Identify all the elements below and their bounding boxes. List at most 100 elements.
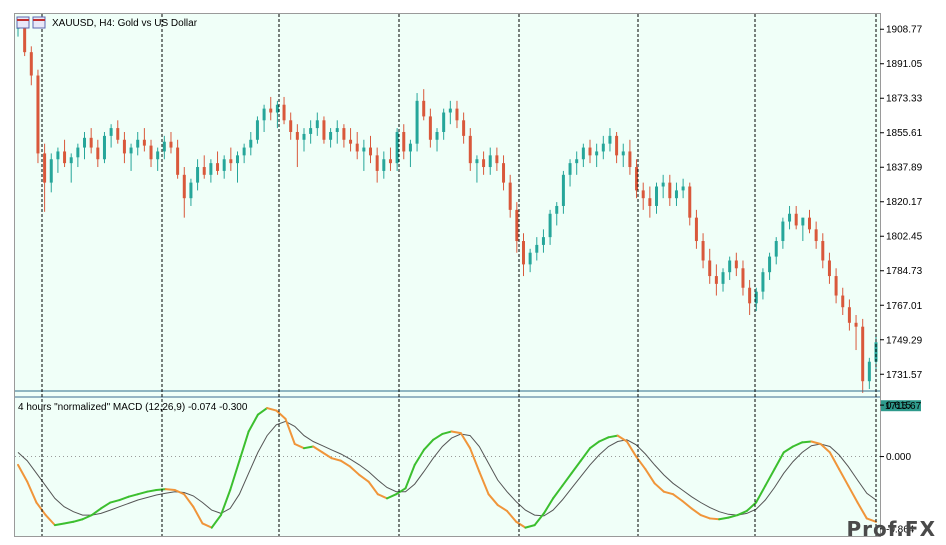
candle-body — [36, 75, 40, 154]
macd-line-segment — [358, 473, 370, 483]
macd-line-segment — [755, 484, 767, 504]
macd-line-segment — [330, 457, 342, 462]
candle — [109, 124, 113, 148]
candle-body — [275, 104, 279, 113]
candle — [648, 186, 652, 218]
candle-body — [615, 135, 619, 156]
candle-body — [734, 260, 738, 269]
price-tick-label: 1837.89 — [886, 163, 923, 174]
candle-body — [23, 24, 27, 53]
macd-line-segment — [727, 514, 739, 519]
candle-body — [748, 287, 752, 304]
candle-body — [601, 143, 605, 152]
macd-line-segment — [321, 451, 333, 460]
macd-line-segment — [515, 520, 527, 529]
candle-body — [488, 155, 492, 168]
macd-line-segment — [856, 501, 868, 520]
candle-body — [309, 128, 313, 134]
candle — [701, 233, 705, 269]
price-tick-label: 1820.17 — [886, 197, 923, 208]
candle-body — [116, 128, 120, 140]
candle — [83, 131, 87, 160]
macd-line-segment — [63, 520, 75, 525]
candle — [242, 143, 246, 164]
candle — [821, 233, 825, 269]
candle — [342, 124, 346, 148]
price-tick-label: 1784.73 — [886, 266, 923, 277]
candle-body — [568, 163, 572, 175]
macd-line-segment — [662, 490, 675, 496]
candle — [655, 182, 659, 214]
macd-line-segment — [810, 440, 822, 445]
price-panel — [15, 14, 880, 396]
candle — [156, 147, 160, 171]
candle — [847, 299, 851, 331]
macd-line-segment — [459, 432, 472, 450]
macd-line-segment — [681, 499, 693, 510]
candle-body — [834, 276, 838, 296]
candle — [588, 139, 592, 164]
candle — [442, 108, 446, 140]
chart-title: XAUUSD, H4: Gold vs US Dollar — [52, 18, 198, 29]
candle-body — [847, 307, 851, 323]
chart-properties-icon[interactable] — [16, 16, 30, 29]
candle-body — [216, 163, 220, 171]
candle — [402, 124, 406, 160]
candle-body — [422, 100, 426, 117]
candle-body — [668, 182, 672, 199]
candle-body — [867, 361, 871, 382]
candle — [262, 104, 266, 132]
candle-body — [515, 209, 519, 242]
candle-body — [189, 182, 193, 199]
candle-body — [814, 229, 818, 242]
candle-body — [495, 155, 499, 164]
candle-body — [415, 100, 419, 144]
candle — [635, 159, 639, 199]
candle-body — [129, 147, 133, 154]
macd-line-segment — [17, 463, 29, 483]
macd-line-segment — [284, 417, 296, 445]
macd-line-segment — [432, 432, 444, 441]
candle-body — [315, 120, 319, 129]
candle — [315, 112, 319, 136]
macd-line-segment — [81, 514, 93, 521]
candle — [289, 112, 293, 140]
macd-line-segment — [838, 468, 850, 487]
macd-line-segment — [505, 509, 518, 523]
candle-body — [209, 163, 213, 175]
candle-body — [528, 252, 532, 265]
price-tick-label: 1731.57 — [886, 370, 923, 381]
candle-body — [235, 155, 239, 164]
watermark-logo: Prof.FX — [846, 517, 936, 541]
macd-line-segment — [561, 472, 573, 487]
macd-line-segment — [487, 493, 499, 507]
candle-body — [741, 268, 745, 288]
macd-line-segment — [672, 493, 684, 502]
candle-body — [794, 213, 798, 226]
chart-frame[interactable] — [14, 13, 881, 537]
data-window-icon[interactable] — [32, 16, 46, 29]
candle-body — [708, 260, 712, 277]
candle — [209, 159, 213, 183]
macd-line-segment — [690, 507, 702, 517]
macd-line-segment — [155, 488, 167, 491]
candle-body — [774, 241, 778, 257]
macd-line-segment — [450, 430, 462, 435]
candle-body — [229, 159, 233, 164]
candle-body — [89, 137, 93, 148]
macd-line-segment — [247, 413, 259, 433]
macd-line-segment — [127, 493, 139, 498]
macd-line-segment — [376, 493, 389, 500]
candle — [129, 143, 133, 171]
candle-body — [648, 198, 652, 206]
candle — [841, 287, 845, 316]
candle-body — [561, 174, 565, 206]
candle — [196, 159, 200, 191]
price-tick-label: 1767.01 — [886, 301, 923, 312]
macd-line-segment — [801, 440, 813, 444]
candle — [468, 128, 472, 171]
candle-body — [362, 147, 366, 152]
candle — [36, 69, 40, 164]
candle — [375, 147, 379, 183]
